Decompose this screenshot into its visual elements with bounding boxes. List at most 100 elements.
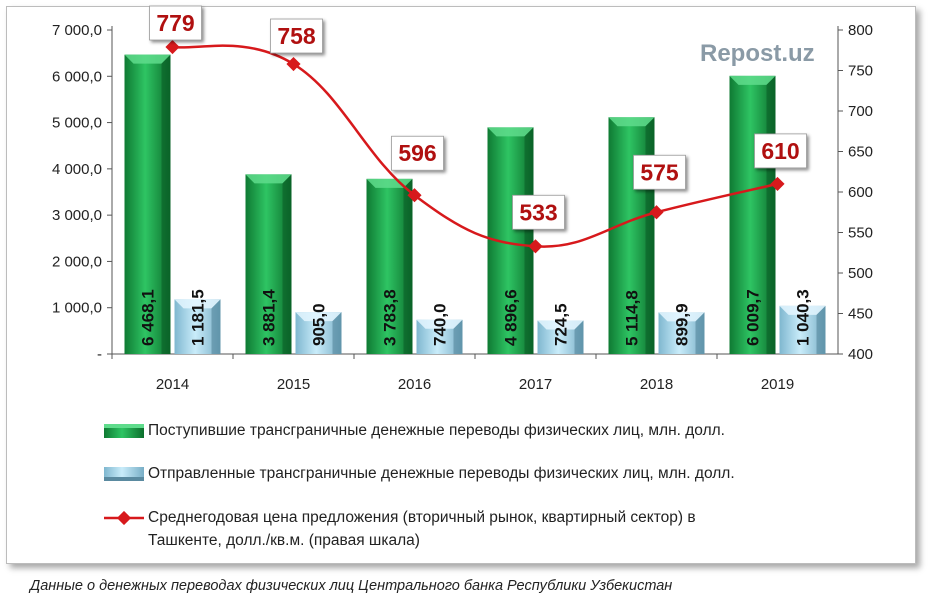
legend-label-inflow: Поступившие трансграничные денежные пере… <box>148 422 725 439</box>
price-callout-box <box>270 18 323 54</box>
price-data-label: 779 <box>156 10 194 36</box>
price-line <box>172 44 778 248</box>
bar-inflow-side <box>403 178 413 354</box>
watermark-text: Repost.uz <box>700 40 815 67</box>
bar-inflow-top <box>729 75 776 85</box>
data-label-inflow: 4 896,6 <box>502 289 521 346</box>
legend-label-price-line1: Среднегодовая цена предложения (вторичны… <box>148 509 696 526</box>
bar-outflow-side <box>211 299 221 354</box>
bars-layer: 6 468,1 1 181,5 3 881,4 905,0 3 783,8 740,0 4 … <box>124 54 826 355</box>
y-left-tick-label: 7 000,0 <box>52 22 102 39</box>
data-label-outflow: 1 181,5 <box>189 289 208 346</box>
price-callout: 779 <box>149 5 202 41</box>
y-right-tick-label: 650 <box>848 144 873 161</box>
bar-outflow-side <box>695 312 705 354</box>
y-left-tick-label: 6 000,0 <box>52 68 102 85</box>
bar-outflow <box>174 299 221 354</box>
data-label-inflow: 5 114,8 <box>623 290 642 346</box>
price-callout-box <box>512 194 565 230</box>
bar-outflow-top <box>537 320 584 330</box>
price-callout-box <box>633 154 686 190</box>
data-label-inflow: 3 783,8 <box>381 289 400 346</box>
price-marker <box>165 39 180 55</box>
price-callout: 533 <box>512 194 565 230</box>
bar-outflow <box>537 320 584 354</box>
data-label-inflow: 6 468,1 <box>139 289 158 346</box>
legend-label-outflow: Отправленные трансграничные денежные пер… <box>148 465 735 482</box>
legend-swatch-price <box>104 511 144 525</box>
bar-inflow-side <box>645 117 655 354</box>
y-left-tick-label: 3 000,0 <box>52 207 102 224</box>
y-right-tick-label: 750 <box>848 63 873 80</box>
y-left-tick-label: - <box>97 346 102 363</box>
data-label-inflow: 6 009,7 <box>744 289 763 346</box>
bar-outflow-top <box>658 312 705 322</box>
bar-inflow <box>124 54 171 354</box>
data-label-outflow: 899,9 <box>673 303 692 346</box>
bar-outflow-side <box>574 320 584 354</box>
price-callout-box <box>391 135 444 171</box>
bar-outflow-top <box>174 299 221 309</box>
bar-inflow-side <box>766 75 776 355</box>
data-label-outflow: 1 040,3 <box>794 289 813 346</box>
y-right-tick-label: 550 <box>848 225 873 242</box>
bar-outflow <box>295 312 342 354</box>
bar-outflow-top <box>779 305 826 315</box>
data-label-inflow: 3 881,4 <box>260 289 279 346</box>
bar-inflow-top <box>487 127 534 137</box>
bar-outflow-side <box>332 312 342 354</box>
bar-inflow-side <box>282 174 292 354</box>
x-tick-label: 2016 <box>398 376 431 393</box>
bar-inflow <box>366 178 413 354</box>
data-label-outflow: 905,0 <box>310 303 329 346</box>
price-marker <box>770 176 785 191</box>
price-marker <box>649 205 664 220</box>
bar-outflow-top <box>295 312 342 322</box>
bar-inflow-top <box>245 174 292 184</box>
price-marker <box>286 56 301 72</box>
y-right-tick-label: 600 <box>848 184 873 201</box>
bar-outflow <box>416 319 463 354</box>
y-left-tick-label: 4 000,0 <box>52 161 102 178</box>
price-data-label: 596 <box>398 140 436 166</box>
y-left-tick-label: 1 000,0 <box>52 300 102 317</box>
y-right-tick-label: 500 <box>848 265 873 282</box>
y-right-tick-label: 400 <box>848 346 873 363</box>
data-label-outflow: 740,0 <box>431 303 450 346</box>
bar-outflow <box>779 305 826 354</box>
line-layer: 779 758 596 533 575 610 <box>149 5 807 254</box>
legend-label-price-line2: Ташкенте, долл./кв.м. (правая шкала) <box>148 532 420 549</box>
bar-inflow-top <box>124 54 171 64</box>
legend-swatch-outflow <box>104 467 144 481</box>
y-left-tick-label: 5 000,0 <box>52 115 102 132</box>
bar-inflow-side <box>161 54 171 354</box>
price-marker <box>407 188 422 203</box>
bar-outflow <box>658 312 705 354</box>
y-right-tick-label: 800 <box>848 22 873 39</box>
source-caption: Данные о денежных переводах физических л… <box>30 578 673 594</box>
price-callout: 610 <box>754 133 807 169</box>
legend-swatch-inflow <box>104 424 144 438</box>
price-callout: 758 <box>270 18 323 54</box>
bar-outflow-side <box>453 319 463 354</box>
price-marker <box>528 239 543 254</box>
price-data-label: 758 <box>277 23 316 49</box>
x-tick-label: 2019 <box>761 376 794 393</box>
x-tick-label: 2014 <box>156 376 189 393</box>
bar-inflow-top <box>366 178 413 188</box>
price-callout: 596 <box>391 135 444 171</box>
price-callout: 575 <box>633 154 686 190</box>
bar-inflow <box>245 174 292 354</box>
price-callout-box <box>149 5 202 41</box>
y-left-tick-label: 2 000,0 <box>52 253 102 270</box>
price-callout-box <box>754 133 807 169</box>
y-right-tick-label: 450 <box>848 306 873 323</box>
axes-layer: - 1 000,0 2 000,0 3 000,0 4 000,0 5 000,0 6 00… <box>52 22 873 393</box>
bar-inflow-top <box>608 117 655 127</box>
x-tick-label: 2015 <box>277 376 310 393</box>
bar-inflow-side <box>524 127 534 355</box>
price-data-label: 610 <box>761 138 799 164</box>
x-tick-label: 2018 <box>640 376 673 393</box>
y-right-tick-label: 700 <box>848 103 873 120</box>
